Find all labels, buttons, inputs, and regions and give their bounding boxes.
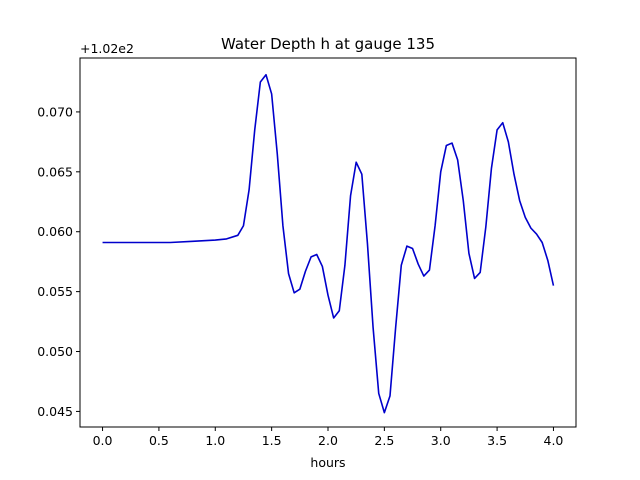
- x-tick-label: 0.0: [93, 433, 113, 448]
- x-tick-label: 2.0: [318, 433, 338, 448]
- x-tick-label: 3.5: [487, 433, 507, 448]
- y-tick-label: 0.060: [37, 224, 73, 239]
- x-tick-label: 1.0: [205, 433, 225, 448]
- x-tick-label: 1.5: [262, 433, 282, 448]
- x-tick-label: 0.5: [149, 433, 169, 448]
- y-tick-label: 0.045: [37, 404, 73, 419]
- y-tick-label: 0.055: [37, 284, 73, 299]
- series-line-0: [102, 73, 555, 414]
- y-tick-label: 0.050: [37, 344, 73, 359]
- y-tick-label: 0.070: [37, 104, 73, 119]
- y-tick-label: 0.065: [37, 164, 73, 179]
- x-tick-label: 4.0: [544, 433, 564, 448]
- x-tick-label: 2.5: [374, 433, 394, 448]
- x-axis-label: hours: [310, 455, 345, 470]
- chart-title: Water Depth h at gauge 135: [221, 35, 435, 53]
- x-tick-label: 3.0: [431, 433, 451, 448]
- y-axis-offset-label: +1.02e2: [80, 41, 134, 56]
- plot-area: 0.0 0.5 1.0 1.5 2.0 2.5 3.0 3.5 4.0 0.045 0.050 0.0…: [37, 57, 577, 448]
